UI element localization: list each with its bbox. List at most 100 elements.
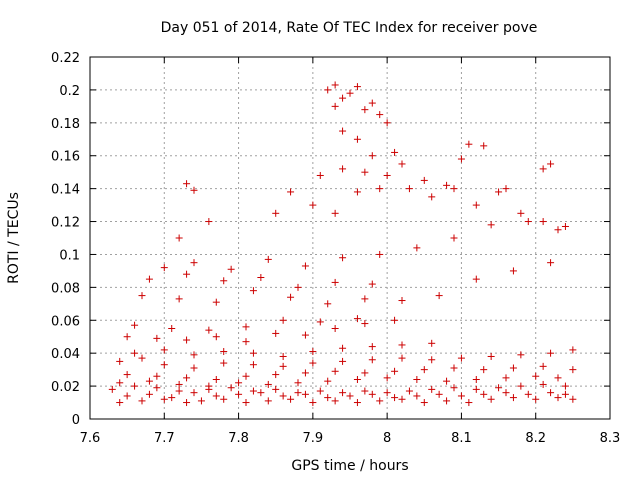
data-point [264,380,272,388]
grid-lines [90,57,610,419]
data-point [168,394,176,402]
data-point [361,320,369,328]
data-point [361,369,369,377]
data-point [413,376,421,384]
data-point [190,186,198,194]
data-point [339,344,347,352]
data-point [168,325,176,332]
data-point [301,369,309,377]
data-point [472,385,480,393]
data-point [331,209,339,217]
data-point [331,325,339,332]
data-point [294,389,302,397]
data-points [108,81,577,407]
y-tick-label: 0.02 [51,380,80,395]
data-point [398,160,406,168]
data-point [353,83,361,91]
data-point [435,390,443,398]
data-point [205,326,213,334]
data-point [301,390,309,398]
data-point [353,315,361,323]
data-point [413,392,421,400]
data-point [509,364,517,372]
x-tick-label: 7.9 [303,431,324,446]
data-point [339,127,347,135]
data-point [383,171,391,179]
data-point [183,180,191,188]
data-point [316,318,324,326]
data-point [190,259,198,267]
data-point [175,380,183,388]
data-point [398,354,406,362]
x-tick-label: 8.1 [451,431,472,446]
data-point [346,392,354,400]
data-point [353,376,361,384]
data-point [353,135,361,143]
x-tick-label: 8 [383,431,391,446]
data-point [324,300,332,308]
data-point [287,395,295,403]
data-point [391,148,399,156]
data-point [249,287,257,295]
data-point [509,394,517,402]
data-point [175,234,183,242]
x-tick-label: 7.6 [80,431,101,446]
y-tick-label: 0.16 [51,150,80,165]
data-point [220,395,228,403]
data-point [539,165,547,173]
data-point [457,354,465,362]
data-point [391,394,399,402]
data-point [547,349,555,357]
y-tick-label: 0.12 [51,216,80,231]
data-point [331,102,339,110]
data-point [316,387,324,395]
data-point [279,362,287,370]
data-point [554,394,562,402]
data-point [428,193,436,201]
data-point [420,176,428,184]
y-tick-label: 0.22 [51,51,80,66]
y-axis-label: ROTI / TECUs [6,192,22,284]
data-point [532,372,540,380]
data-point [539,362,547,370]
data-point [465,399,473,407]
data-point [257,273,265,281]
data-point [145,390,153,398]
y-tick-label: 0.1 [59,248,80,263]
data-point [539,218,547,226]
data-point [287,188,295,196]
x-tick-label: 7.8 [228,431,249,446]
data-point [405,185,413,193]
data-point [123,392,131,400]
data-point [264,255,272,263]
data-point [249,387,257,395]
data-point [457,155,465,163]
data-point [487,221,495,229]
data-point [190,389,198,397]
data-point [153,372,161,380]
data-point [324,377,332,385]
data-point [376,250,384,258]
y-tick-label: 0.06 [51,314,80,329]
data-point [212,333,220,341]
data-point [242,372,250,380]
data-point [123,333,131,341]
data-point [153,334,161,342]
chart-title: Day 051 of 2014, Rate Of TEC Index for r… [161,20,538,36]
data-point [257,389,265,397]
data-point [227,265,235,273]
data-point [450,234,458,242]
data-point [279,352,287,360]
data-point [517,351,525,359]
data-point [517,382,525,390]
data-point [368,99,376,107]
data-point [420,399,428,407]
data-point [532,395,540,403]
data-point [183,399,191,407]
data-point [138,292,146,300]
data-point [502,185,510,193]
data-point [227,384,235,392]
data-point [361,387,369,395]
data-point [190,351,198,359]
